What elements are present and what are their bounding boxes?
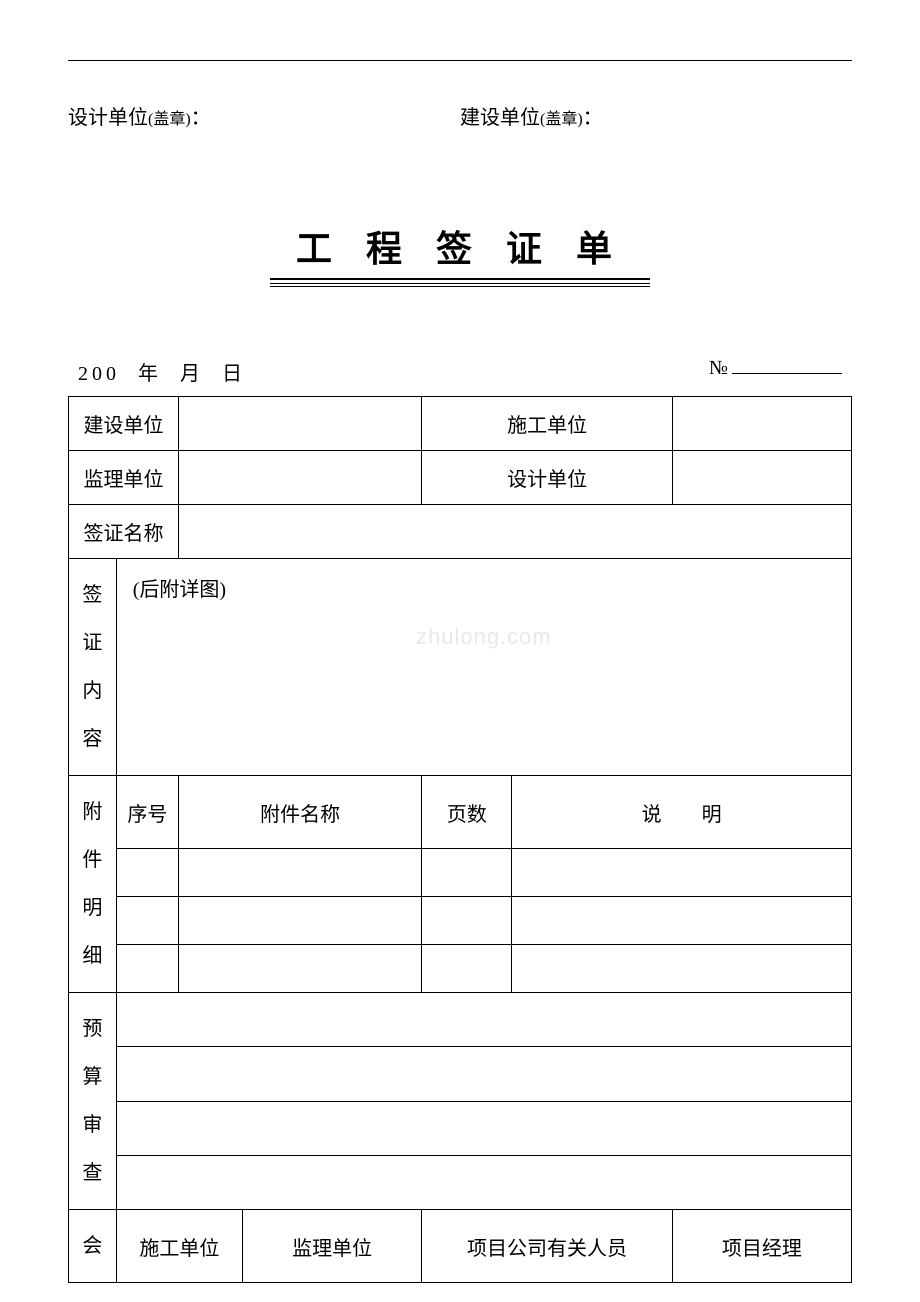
design-unit-label: 设计单位 bbox=[68, 107, 148, 129]
budget-cell-2 bbox=[116, 1047, 851, 1101]
description-header: 说 明 bbox=[512, 776, 852, 849]
visa-name-value bbox=[179, 505, 852, 559]
pages-header: 页数 bbox=[422, 776, 512, 849]
document-title: 工 程 签 证 单 bbox=[68, 220, 852, 272]
row-budget-3 bbox=[69, 1101, 852, 1155]
row-signatures: 会 施工单位 监理单位 项目公司有关人员 项目经理 bbox=[69, 1210, 852, 1283]
stamp-note: (盖章) bbox=[148, 111, 191, 128]
a4: 细 bbox=[82, 945, 102, 967]
budget-cell-4 bbox=[116, 1155, 851, 1209]
visa-form-table: 建设单位 施工单位 监理单位 设计单位 签证名称 签 证 内 容 (后附详图) … bbox=[68, 396, 852, 1283]
seq-1 bbox=[116, 849, 178, 897]
date-field: 200 年 月 日 bbox=[78, 357, 709, 386]
sig-project-staff: 项目公司有关人员 bbox=[422, 1210, 673, 1283]
day-label: 日 bbox=[222, 363, 246, 385]
construction-unit-label: 建设单位 bbox=[460, 107, 540, 129]
seq-header: 序号 bbox=[116, 776, 178, 849]
year-prefix: 200 bbox=[78, 363, 120, 385]
b3: 审 bbox=[82, 1114, 102, 1136]
colon: ： bbox=[583, 107, 603, 129]
contractor-unit-label: 施工单位 bbox=[422, 397, 673, 451]
row-visa-name: 签证名称 bbox=[69, 505, 852, 559]
attachment-vlabel: 附 件 明 细 bbox=[69, 776, 117, 993]
year-label: 年 bbox=[138, 363, 162, 385]
desc-3 bbox=[512, 945, 852, 993]
a3: 明 bbox=[82, 897, 102, 919]
number-field: № bbox=[709, 357, 842, 386]
budget-cell-1 bbox=[116, 993, 851, 1047]
attachment-row-1 bbox=[69, 849, 852, 897]
v1: 签 bbox=[82, 584, 102, 606]
supervision-unit-value bbox=[179, 451, 422, 505]
content-note: (后附详图) bbox=[133, 579, 226, 601]
supervision-unit-label: 监理单位 bbox=[69, 451, 179, 505]
meeting-label: 会 bbox=[69, 1210, 117, 1283]
title-underline bbox=[270, 278, 650, 287]
colon: ： bbox=[191, 107, 211, 129]
design-unit-value bbox=[672, 451, 851, 505]
desc-1 bbox=[512, 849, 852, 897]
visa-name-label: 签证名称 bbox=[69, 505, 179, 559]
budget-cell-3 bbox=[116, 1101, 851, 1155]
month-label: 月 bbox=[180, 363, 204, 385]
b1: 预 bbox=[82, 1018, 102, 1040]
a2: 件 bbox=[82, 849, 102, 871]
construction-unit-stamp: 建设单位(盖章)： bbox=[460, 101, 852, 130]
budget-vlabel: 预 算 审 查 bbox=[69, 993, 117, 1210]
number-blank bbox=[732, 373, 842, 374]
date-number-row: 200 年 月 日 № bbox=[68, 357, 852, 386]
row-attachment-header: 附 件 明 细 序号 附件名称 页数 说 明 bbox=[69, 776, 852, 849]
v2: 证 bbox=[82, 632, 102, 654]
stamp-note: (盖章) bbox=[540, 111, 583, 128]
row-budget-2 bbox=[69, 1047, 852, 1101]
visa-content-vlabel: 签 证 内 容 bbox=[69, 559, 117, 776]
attachment-row-3 bbox=[69, 945, 852, 993]
sig-supervisor: 监理单位 bbox=[243, 1210, 422, 1283]
name-2 bbox=[179, 897, 422, 945]
sig-contractor: 施工单位 bbox=[116, 1210, 242, 1283]
row-visa-content: 签 证 内 容 (后附详图) zhulong.com bbox=[69, 559, 852, 776]
v3: 内 bbox=[82, 680, 102, 702]
b4: 查 bbox=[82, 1162, 102, 1184]
number-label: № bbox=[709, 357, 728, 380]
construction-unit-label: 建设单位 bbox=[69, 397, 179, 451]
design-unit-stamp: 设计单位(盖章)： bbox=[68, 101, 460, 130]
page-top-rule bbox=[68, 60, 852, 61]
attachment-name-header: 附件名称 bbox=[179, 776, 422, 849]
row-budget-1: 预 算 审 查 bbox=[69, 993, 852, 1047]
a1: 附 bbox=[82, 801, 102, 823]
name-1 bbox=[179, 849, 422, 897]
b2: 算 bbox=[82, 1066, 102, 1088]
stamp-header-row: 设计单位(盖章)： 建设单位(盖章)： bbox=[68, 101, 852, 130]
name-3 bbox=[179, 945, 422, 993]
v4: 容 bbox=[82, 728, 102, 750]
visa-content-cell: (后附详图) zhulong.com bbox=[116, 559, 851, 776]
pages-1 bbox=[422, 849, 512, 897]
construction-unit-value bbox=[179, 397, 422, 451]
seq-3 bbox=[116, 945, 178, 993]
row-budget-4 bbox=[69, 1155, 852, 1209]
design-unit-label-cell: 设计单位 bbox=[422, 451, 673, 505]
pages-3 bbox=[422, 945, 512, 993]
row-units-2: 监理单位 设计单位 bbox=[69, 451, 852, 505]
watermark-text: zhulong.com bbox=[416, 624, 552, 650]
sig-project-manager: 项目经理 bbox=[672, 1210, 851, 1283]
contractor-unit-value bbox=[672, 397, 851, 451]
pages-2 bbox=[422, 897, 512, 945]
attachment-row-2 bbox=[69, 897, 852, 945]
row-units-1: 建设单位 施工单位 bbox=[69, 397, 852, 451]
seq-2 bbox=[116, 897, 178, 945]
desc-2 bbox=[512, 897, 852, 945]
